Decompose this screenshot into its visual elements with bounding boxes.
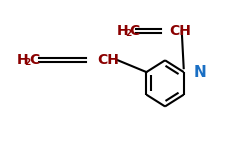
Text: H: H	[17, 53, 28, 67]
Text: 2: 2	[25, 58, 31, 67]
Text: CH: CH	[97, 53, 119, 67]
Text: C: C	[130, 24, 140, 38]
Text: CH: CH	[169, 24, 191, 38]
Text: H: H	[117, 24, 128, 38]
Text: N: N	[194, 65, 206, 80]
Text: C: C	[30, 53, 40, 67]
Text: 2: 2	[125, 29, 131, 38]
